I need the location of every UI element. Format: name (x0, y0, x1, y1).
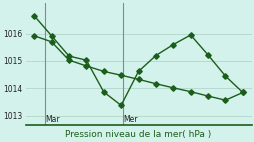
Text: Mar: Mar (45, 115, 60, 124)
X-axis label: Pression niveau de la mer( hPa ): Pression niveau de la mer( hPa ) (65, 130, 211, 139)
Text: Mer: Mer (123, 115, 138, 124)
